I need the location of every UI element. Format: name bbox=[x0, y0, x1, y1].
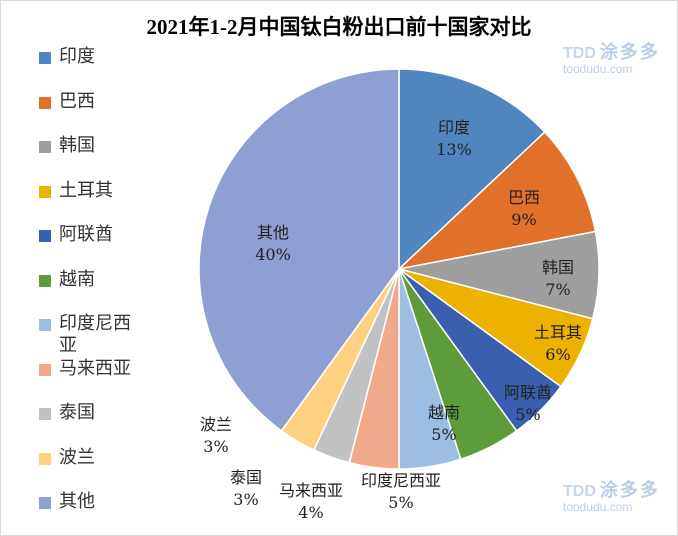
legend-swatch bbox=[39, 497, 51, 509]
slice-label: 土耳其 bbox=[534, 323, 582, 342]
legend-swatch bbox=[39, 96, 51, 109]
legend-item: 印度尼西亚 bbox=[39, 313, 159, 358]
watermark-brand: 涂多多 bbox=[599, 480, 660, 500]
legend-item: 波兰 bbox=[39, 447, 159, 492]
slice-percent: 5% bbox=[515, 405, 540, 424]
legend-swatch bbox=[39, 141, 51, 153]
watermark: TDD 涂多多 toodudu.com bbox=[563, 42, 673, 76]
legend-swatch bbox=[39, 408, 51, 420]
watermark: TDD 涂多多 toodudu.com bbox=[563, 480, 673, 514]
watermark-site: toodudu.com bbox=[563, 499, 633, 514]
legend-item: 泰国 bbox=[39, 402, 159, 447]
legend-swatch bbox=[39, 52, 51, 64]
pie-slice bbox=[398, 68, 546, 271]
legend-swatch bbox=[39, 185, 51, 198]
slice-percent: 5% bbox=[388, 493, 413, 512]
legend-swatch bbox=[39, 319, 51, 331]
legend-label: 泰国 bbox=[59, 402, 95, 423]
slice-label: 其他 bbox=[257, 223, 289, 242]
legend-label: 其他 bbox=[59, 491, 95, 512]
legend-label: 波兰 bbox=[59, 446, 95, 468]
slice-label: 巴西 bbox=[508, 188, 540, 207]
slice-percent: 40% bbox=[255, 245, 291, 264]
legend-item: 韩国 bbox=[39, 135, 159, 180]
slice-percent: 9% bbox=[511, 210, 536, 229]
watermark-site: toodudu.com bbox=[563, 61, 633, 76]
legend-item: 越南 bbox=[39, 269, 159, 314]
slice-percent: 7% bbox=[545, 280, 570, 299]
legend-item: 土耳其 bbox=[39, 180, 159, 225]
legend-swatch bbox=[39, 230, 51, 242]
legend-item: 巴西 bbox=[39, 91, 159, 136]
legend-label: 韩国 bbox=[59, 135, 95, 156]
slice-label: 印度尼西亚 bbox=[361, 471, 441, 490]
watermark-logo: TDD bbox=[563, 483, 596, 500]
watermark-logo: TDD bbox=[563, 45, 596, 62]
slice-percent: 4% bbox=[298, 503, 323, 522]
legend-item: 阿联酋 bbox=[39, 224, 159, 269]
legend-swatch bbox=[39, 363, 51, 376]
legend-item: 印度 bbox=[39, 46, 159, 91]
slice-percent: 5% bbox=[431, 425, 456, 444]
chart-title: 2021年1-2月中国钛白粉出口前十国家对比 bbox=[146, 15, 532, 39]
watermark-brand: 涂多多 bbox=[599, 42, 660, 62]
legend-label: 土耳其 bbox=[59, 179, 113, 201]
pie-slice bbox=[198, 68, 400, 432]
slice-label: 马来西亚 bbox=[279, 481, 343, 500]
legend-item: 马来西亚 bbox=[39, 358, 159, 403]
legend: 印度巴西韩国土耳其阿联酋越南印度尼西亚 马来西亚泰国波兰其他 bbox=[39, 46, 159, 535]
slice-percent: 13% bbox=[436, 140, 472, 159]
legend-label: 印度 bbox=[59, 46, 95, 67]
legend-label: 巴西 bbox=[59, 90, 95, 112]
legend-label: 阿联酋 bbox=[59, 224, 113, 245]
legend-label: 马来西亚 bbox=[59, 357, 131, 379]
legend-swatch bbox=[39, 274, 51, 287]
slice-label: 波兰 bbox=[200, 415, 232, 434]
pie-slice bbox=[396, 131, 597, 271]
legend-swatch bbox=[39, 452, 51, 465]
legend-label: 越南 bbox=[59, 268, 95, 290]
slice-label: 越南 bbox=[428, 403, 460, 422]
slice-percent: 3% bbox=[203, 437, 228, 456]
slice-label: 印度 bbox=[438, 118, 470, 137]
slice-label: 阿联酋 bbox=[504, 383, 552, 402]
legend-label: 印度尼西亚 bbox=[59, 313, 131, 356]
slice-label: 韩国 bbox=[542, 258, 574, 277]
legend-item: 其他 bbox=[39, 491, 159, 535]
slice-percent: 3% bbox=[233, 490, 258, 509]
slice-percent: 6% bbox=[545, 345, 570, 364]
slice-label: 泰国 bbox=[230, 468, 262, 487]
